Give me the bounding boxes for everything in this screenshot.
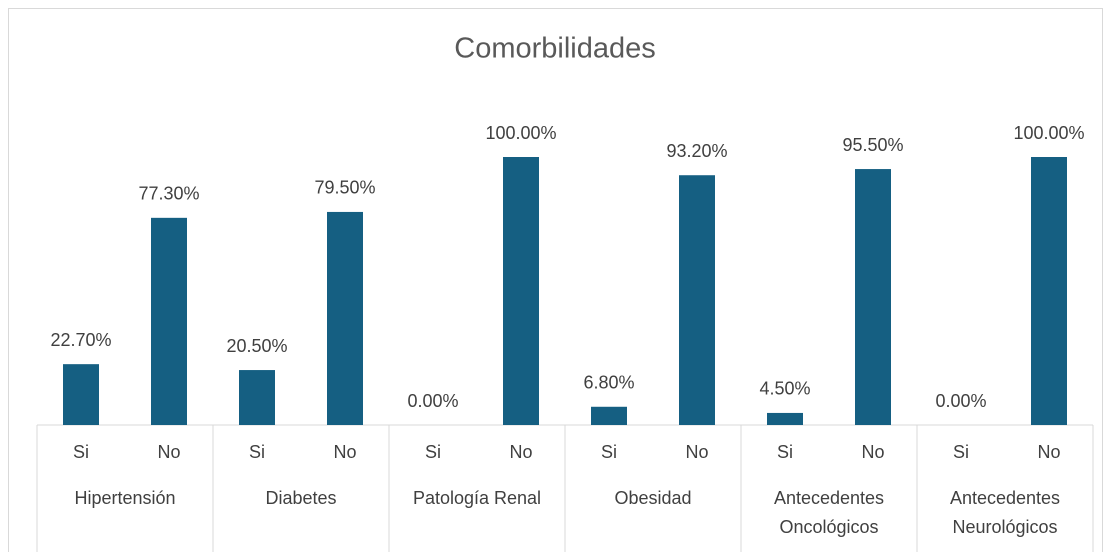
data-label: 95.50%	[842, 135, 903, 155]
data-label: 77.30%	[138, 184, 199, 204]
group-label: Antecedentes Neurológicos	[949, 488, 1061, 537]
group-label: Antecedentes Oncológicos	[773, 488, 885, 537]
bar	[151, 217, 187, 425]
bar	[503, 157, 539, 425]
bar	[591, 406, 627, 425]
x-tick-label: No	[685, 442, 708, 462]
bar	[855, 169, 891, 425]
data-label: 79.50%	[314, 178, 375, 198]
group-label: Diabetes	[265, 488, 337, 508]
bar	[327, 211, 363, 425]
data-label: 22.70%	[50, 330, 111, 350]
data-label: 93.20%	[666, 141, 727, 161]
bar	[63, 364, 99, 425]
x-tick-label: No	[333, 442, 356, 462]
chart-title: Comorbilidades	[454, 33, 656, 65]
bar	[679, 175, 715, 425]
x-tick-label: No	[1037, 442, 1060, 462]
data-label: 6.80%	[583, 373, 634, 393]
x-tick-label: Si	[73, 442, 89, 462]
bar	[767, 412, 803, 425]
bar	[1031, 157, 1067, 425]
x-tick-label: Si	[425, 442, 441, 462]
group-label: Patología Renal	[412, 488, 542, 508]
group-label: Obesidad	[614, 488, 692, 508]
data-label: 20.50%	[226, 336, 287, 356]
group-label: Hipertensión	[74, 488, 176, 508]
x-tick-label: No	[157, 442, 180, 462]
data-label: 100.00%	[485, 123, 556, 143]
x-tick-label: Si	[601, 442, 617, 462]
x-tick-label: Si	[953, 442, 969, 462]
bar	[239, 370, 275, 425]
data-label: 0.00%	[407, 391, 458, 411]
x-tick-label: No	[509, 442, 532, 462]
x-tick-label: No	[861, 442, 884, 462]
data-label: 4.50%	[759, 379, 810, 399]
x-tick-label: Si	[777, 442, 793, 462]
x-tick-label: Si	[249, 442, 265, 462]
data-label: 0.00%	[935, 391, 986, 411]
data-label: 100.00%	[1013, 123, 1084, 143]
chart-border	[8, 8, 1103, 552]
